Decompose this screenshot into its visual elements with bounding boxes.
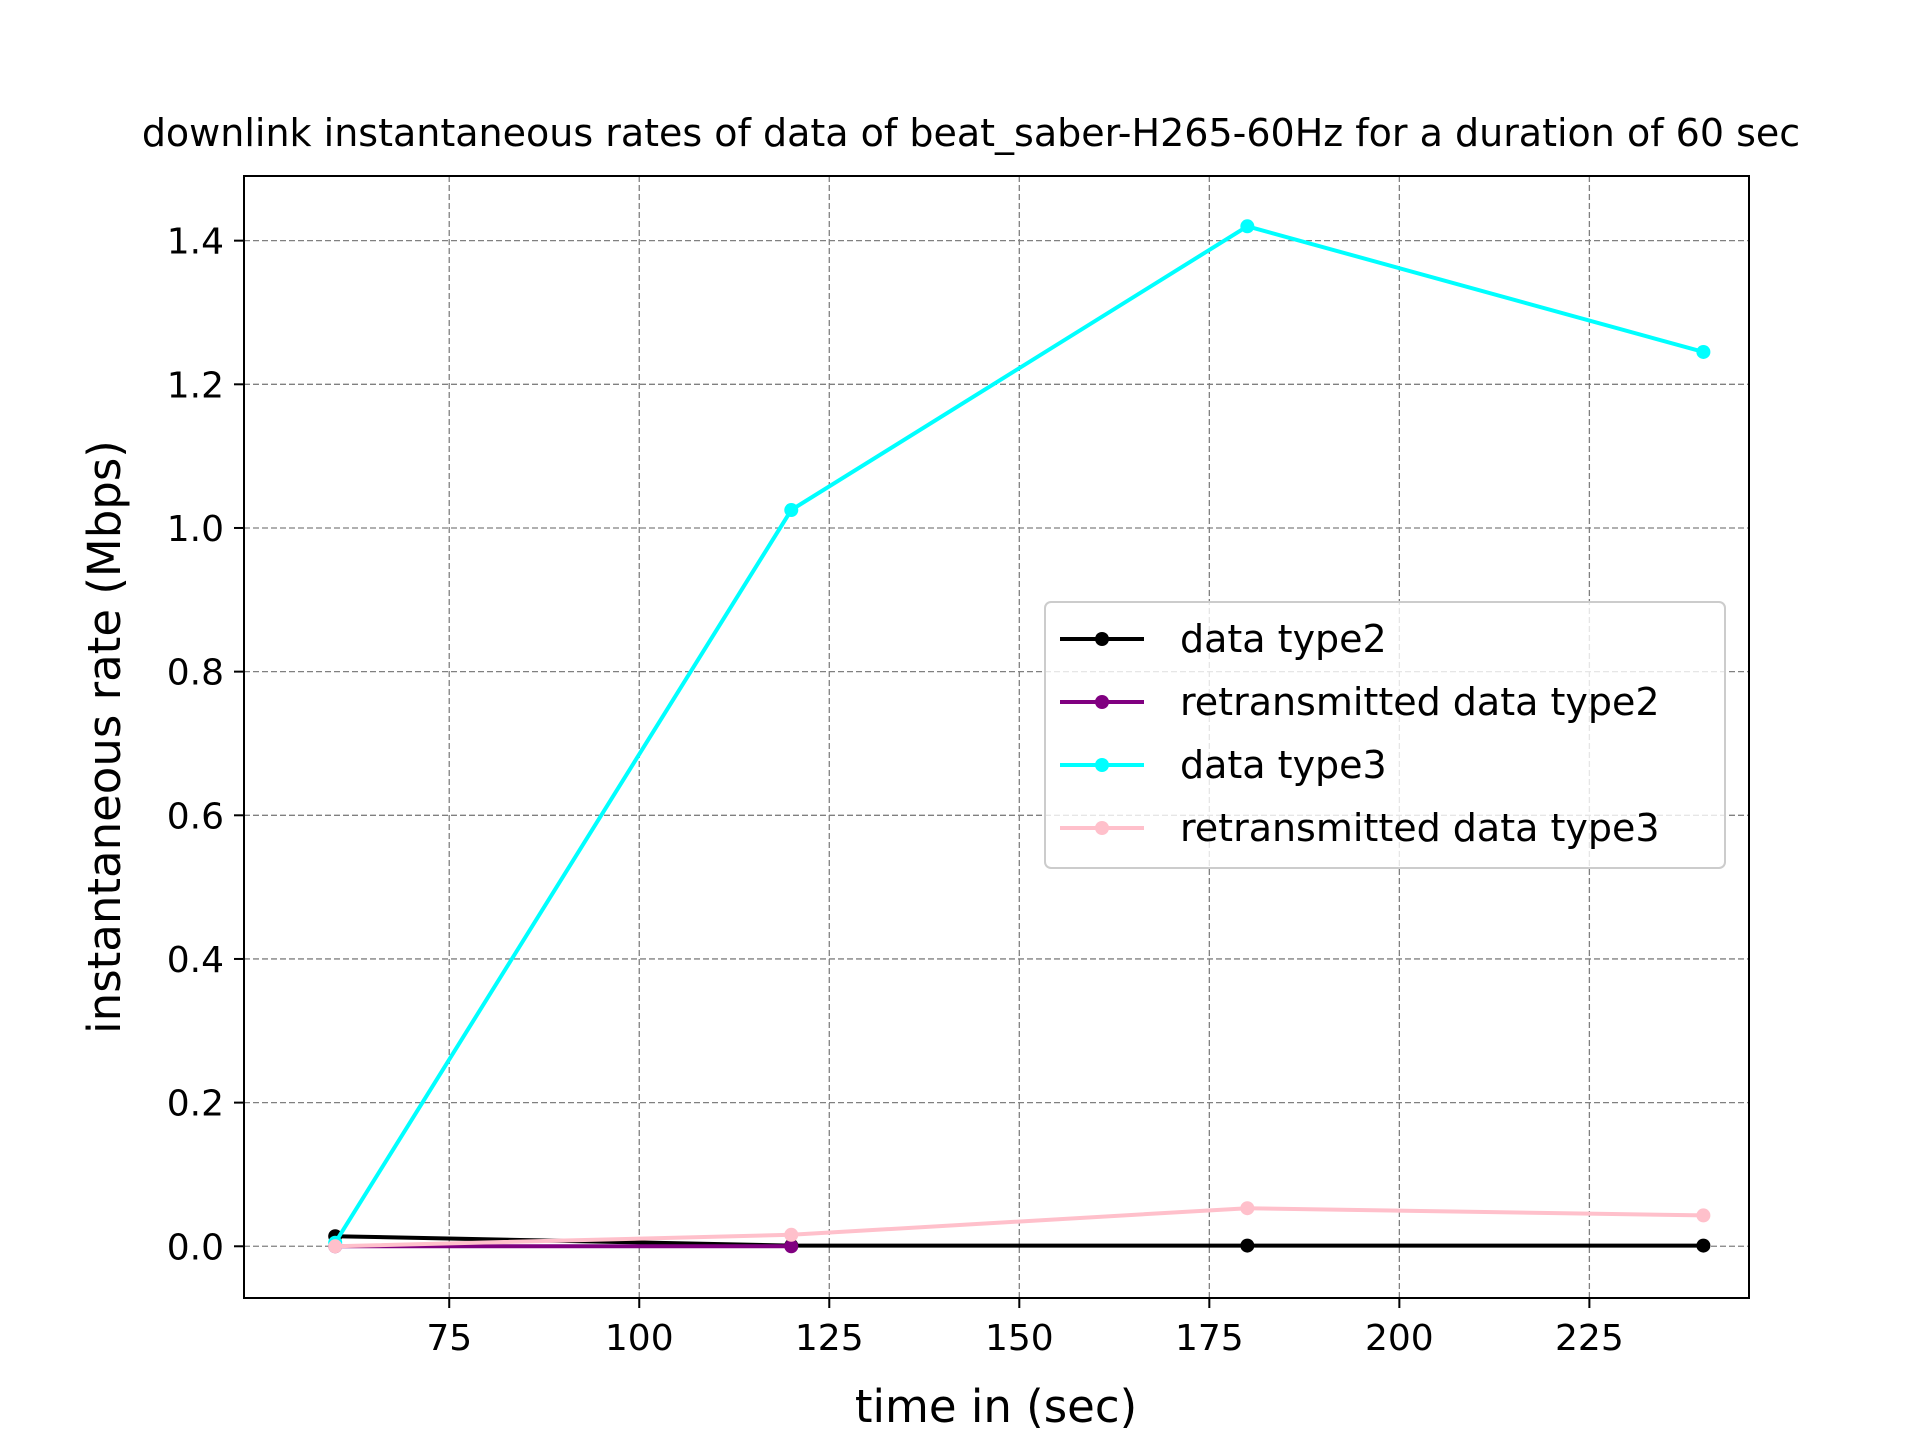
x-tick-label: 125 — [795, 1318, 864, 1359]
legend-box — [1044, 601, 1726, 869]
x-axis-label: time in (sec) — [855, 1380, 1137, 1433]
y-tick-label: 1.4 — [167, 222, 224, 263]
legend: data type2 retransmitted data type2 data t… — [1044, 601, 1726, 869]
y-tick-label: 0.2 — [167, 1084, 224, 1125]
series-line — [333, 224, 1704, 1244]
data-point — [784, 1227, 799, 1242]
y-tick-label: 0.6 — [167, 796, 224, 837]
legend-swatch-marker — [1095, 758, 1109, 772]
y-tick-label: 1.2 — [167, 365, 224, 406]
chart-title: downlink instantaneous rates of data of … — [142, 111, 1800, 155]
data-point — [1696, 1238, 1711, 1253]
y-tick-label: 0.0 — [167, 1227, 224, 1268]
data-point — [1696, 344, 1711, 359]
x-tick-label: 225 — [1555, 1318, 1624, 1359]
legend-item: data type3 — [1060, 743, 1387, 787]
y-tick-label: 0.8 — [167, 653, 224, 694]
legend-label: data type2 — [1180, 617, 1387, 661]
data-point — [328, 1239, 343, 1254]
x-tick-label: 75 — [426, 1318, 472, 1359]
y-tick-label: 0.4 — [167, 940, 224, 981]
y-axis-ticks: 0.0 0.2 0.4 0.6 0.8 1.0 1.2 1.4 — [167, 222, 244, 1268]
legend-swatch-marker — [1095, 632, 1109, 646]
legend-label: retransmitted data type2 — [1180, 680, 1660, 724]
data-point — [784, 1239, 799, 1254]
x-tick-label: 200 — [1365, 1318, 1434, 1359]
data-point — [1240, 219, 1255, 234]
x-tick-label: 150 — [985, 1318, 1054, 1359]
x-axis-ticks: 75 100 125 150 175 200 225 — [426, 1298, 1624, 1359]
legend-label: retransmitted data type3 — [1180, 806, 1660, 850]
legend-item: retransmitted data type3 — [1060, 806, 1660, 850]
y-tick-label: 1.0 — [167, 509, 224, 550]
legend-item: retransmitted data type2 — [1060, 680, 1660, 724]
plot-area-frame — [243, 175, 1750, 1299]
series-4 — [328, 1201, 1711, 1254]
legend-label: data type3 — [1180, 743, 1387, 787]
x-tick-label: 100 — [605, 1318, 674, 1359]
series-lines — [328, 219, 1711, 1254]
legend-swatch-marker — [1095, 695, 1109, 709]
data-point — [784, 503, 799, 518]
data-point — [1240, 1238, 1255, 1253]
y-axis-label: instantaneous rate (Mbps) — [78, 440, 131, 1034]
data-point — [1240, 1201, 1255, 1216]
series-line — [335, 1206, 1704, 1249]
legend-swatch-marker — [1095, 821, 1109, 835]
x-tick-label: 175 — [1175, 1318, 1244, 1359]
legend-item: data type2 — [1060, 617, 1387, 661]
data-point — [1696, 1208, 1711, 1223]
